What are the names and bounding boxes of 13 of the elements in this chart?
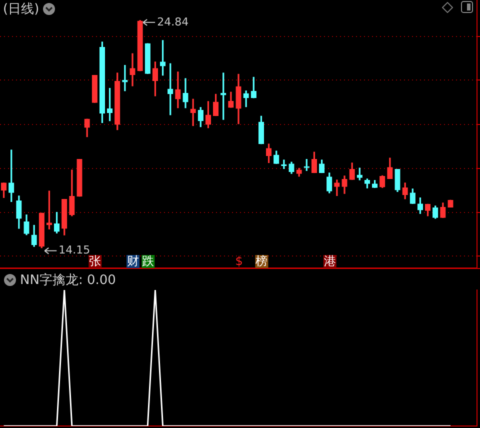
- candlestick: [122, 64, 128, 92]
- candlestick: [190, 98, 196, 126]
- annotation: 14.15: [58, 244, 90, 257]
- chart-title: NN字擒龙: 0.00: [20, 272, 116, 289]
- annotation: 24.84: [157, 15, 189, 28]
- annotation: 港: [324, 254, 336, 268]
- annotation: 张: [89, 254, 102, 268]
- annotation: 跌: [142, 254, 154, 268]
- annotation: 财: [127, 254, 139, 268]
- annotation: 榜: [256, 254, 268, 268]
- chart-title: (日线): [3, 1, 40, 18]
- annotation: $: [235, 254, 243, 268]
- candlestick: [130, 53, 136, 86]
